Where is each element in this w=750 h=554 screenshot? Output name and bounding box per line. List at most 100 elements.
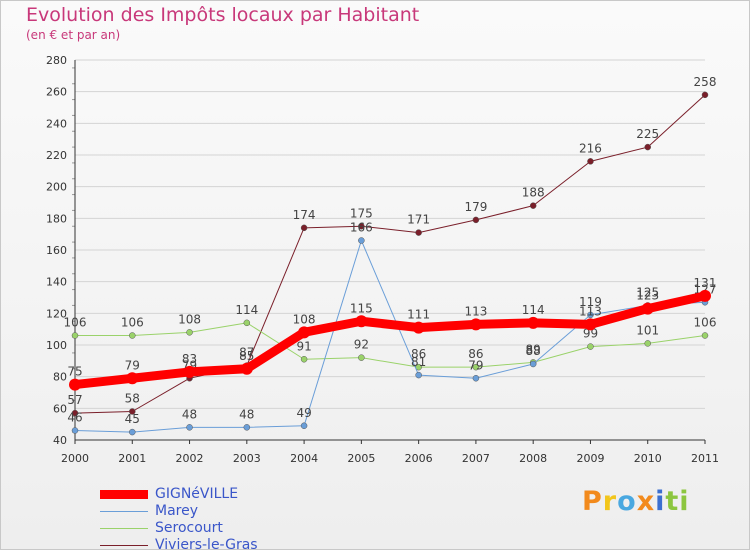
data-point <box>300 224 308 232</box>
data-label: 99 <box>583 327 598 341</box>
series-line <box>74 94 706 414</box>
legend-label: Marey <box>155 503 199 519</box>
y-tick-label: 280 <box>46 54 67 67</box>
legend-label: Viviers-le-Gras <box>155 537 258 553</box>
data-label: 87 <box>239 346 254 360</box>
x-tick-label: 2011 <box>691 452 719 465</box>
data-point <box>587 311 594 319</box>
data-point <box>527 316 540 329</box>
data-point <box>701 91 709 99</box>
data-label: 166 <box>350 221 373 235</box>
series-line <box>74 322 706 368</box>
data-label: 131 <box>694 276 717 290</box>
data-label: 111 <box>407 308 430 322</box>
data-point <box>71 409 79 417</box>
chart-subtitle: (en € et par an) <box>26 28 121 42</box>
y-tick-label: 220 <box>46 149 67 162</box>
logo-letter: o <box>617 486 637 517</box>
data-label: 83 <box>182 352 197 366</box>
data-label: 108 <box>178 312 201 326</box>
data-label: 125 <box>636 285 659 299</box>
data-point <box>243 424 251 431</box>
y-tick-label: 260 <box>46 86 67 99</box>
data-label: 57 <box>67 393 82 407</box>
x-tick-label: 2010 <box>634 452 662 465</box>
y-tick-label: 160 <box>46 244 67 257</box>
data-point <box>186 329 193 336</box>
data-label: 258 <box>694 75 717 89</box>
legend-label: Serocourt <box>155 520 223 536</box>
data-point <box>699 289 711 302</box>
logo-letter: r <box>602 486 618 517</box>
x-tick-label: 2009 <box>576 452 604 465</box>
data-label: 81 <box>411 355 426 369</box>
x-tick-label: 2003 <box>233 452 261 465</box>
x-tick-label: 2002 <box>176 452 204 465</box>
data-point <box>126 372 139 385</box>
y-tick-label: 100 <box>46 339 67 352</box>
data-point <box>183 365 196 378</box>
data-point <box>415 229 422 236</box>
data-point <box>472 216 480 224</box>
data-point <box>300 422 308 429</box>
data-label: 119 <box>579 295 602 309</box>
data-point <box>587 158 594 165</box>
y-tick-label: 80 <box>53 371 67 384</box>
legend-swatch <box>100 528 148 529</box>
data-label: 85 <box>239 349 254 363</box>
legend-swatch <box>100 490 148 499</box>
data-point <box>129 332 136 339</box>
data-label: 86 <box>468 347 483 361</box>
data-point <box>644 340 651 347</box>
data-point <box>584 318 597 331</box>
data-point <box>358 237 365 244</box>
y-tick-label: 140 <box>46 276 67 289</box>
y-tick-label: 120 <box>46 307 67 320</box>
data-point <box>641 302 654 315</box>
data-label: 106 <box>121 316 144 330</box>
x-tick-label: 2000 <box>61 452 89 465</box>
y-tick-label: 40 <box>53 434 67 447</box>
data-label: 113 <box>579 304 602 318</box>
logo-letter: x <box>636 486 656 517</box>
data-point <box>243 319 251 327</box>
data-point <box>472 363 480 371</box>
data-label: 115 <box>350 301 373 315</box>
data-point <box>644 143 651 151</box>
data-point <box>240 362 253 375</box>
series-line <box>70 291 710 390</box>
data-point <box>129 408 136 415</box>
data-label: 49 <box>296 406 311 420</box>
x-tick-label: 2006 <box>405 452 433 465</box>
data-point <box>529 202 537 209</box>
data-point <box>587 343 594 350</box>
data-point <box>71 427 79 434</box>
logo-letter: t <box>665 486 680 517</box>
data-point <box>358 223 365 230</box>
x-tick-label: 2008 <box>519 452 547 465</box>
data-label: 216 <box>579 141 602 155</box>
data-label: 58 <box>125 392 140 406</box>
y-tick-label: 240 <box>46 117 67 130</box>
data-label: 171 <box>407 213 430 227</box>
logo-letter: i <box>655 486 666 517</box>
data-label: 75 <box>67 365 82 379</box>
data-label: 114 <box>522 303 545 317</box>
proxiti-logo: Proxiti <box>582 486 690 517</box>
data-label: 86 <box>411 347 426 361</box>
legend-swatch <box>100 511 148 512</box>
x-tick-label: 2005 <box>347 452 375 465</box>
data-label: 179 <box>464 200 487 214</box>
data-label: 174 <box>293 208 316 222</box>
data-point <box>358 354 365 361</box>
logo-letter: i <box>679 486 690 517</box>
data-point <box>298 326 311 339</box>
data-label: 188 <box>522 186 545 200</box>
data-point <box>129 428 136 436</box>
data-point <box>412 321 425 334</box>
data-label: 123 <box>636 289 659 303</box>
data-label: 79 <box>468 358 483 372</box>
series-line <box>74 240 706 433</box>
data-label: 106 <box>64 316 87 330</box>
